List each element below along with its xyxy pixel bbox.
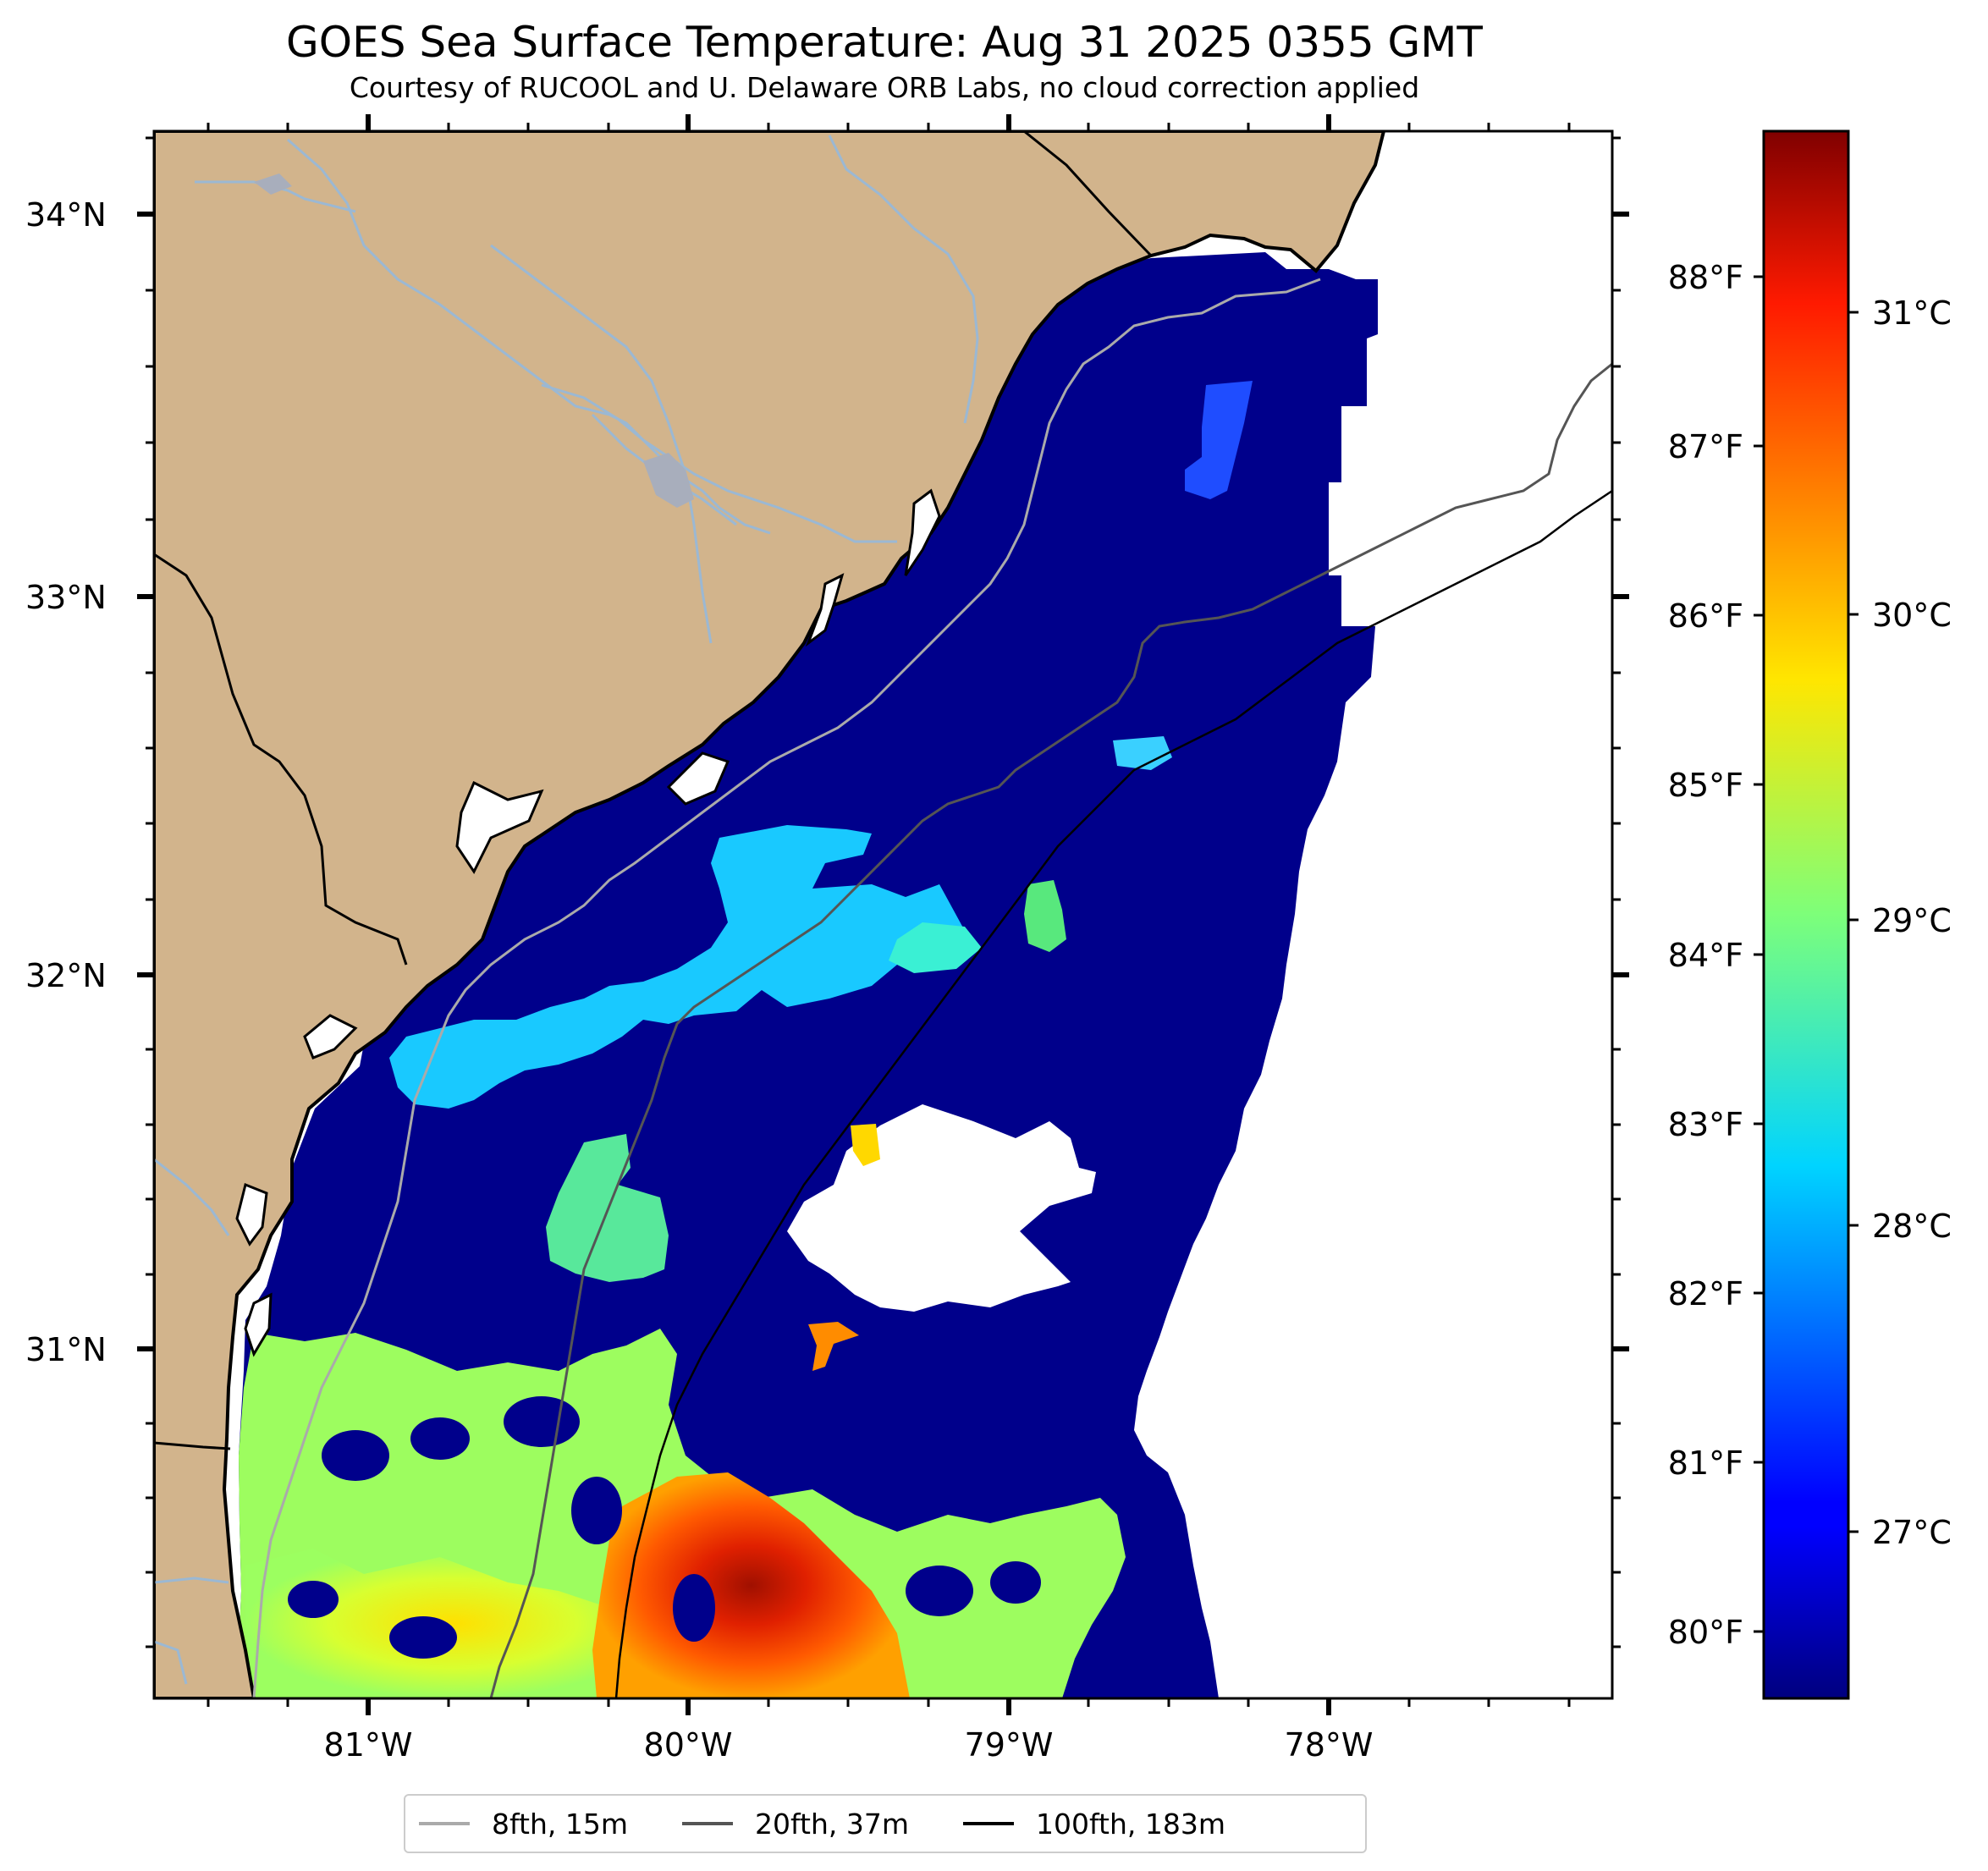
- rivers: [154, 135, 979, 1685]
- fahrenheit-label-85: 85°F: [1668, 767, 1743, 804]
- cyan-plume-center: [889, 922, 982, 973]
- legend-label-20fth: 20fth, 37m: [755, 1807, 910, 1841]
- celsius-label-27: 27°C: [1872, 1514, 1952, 1551]
- fahrenheit-label-88: 88°F: [1668, 259, 1743, 296]
- green-patch-east: [1024, 880, 1066, 952]
- lat-label-33: 33°N: [25, 579, 107, 616]
- cyan-plume-north: [389, 825, 965, 1109]
- lon-label-78: 78°W: [1285, 1726, 1374, 1764]
- lat-label-31: 31°N: [25, 1331, 107, 1368]
- celsius-label-30: 30°C: [1872, 597, 1952, 634]
- legend-item-100fth: 100fth, 183m: [963, 1808, 1225, 1841]
- fahrenheit-label-81: 81°F: [1668, 1445, 1743, 1482]
- celsius-ticks: [1848, 311, 1859, 1533]
- orange-spot: [808, 1322, 859, 1371]
- celsius-label-28: 28°C: [1872, 1208, 1952, 1245]
- legend-item-8fth: 8fth, 15m: [419, 1808, 628, 1841]
- lon-label-81: 81°W: [324, 1726, 413, 1764]
- fahrenheit-label-84: 84°F: [1668, 937, 1743, 974]
- minor-ticks: [146, 123, 1621, 1707]
- legend-swatch-100fth: [963, 1822, 1015, 1825]
- contour-8fth-15m: [252, 278, 1321, 1698]
- lake-north: [254, 173, 292, 195]
- yellow-southern-water: [245, 1549, 660, 1698]
- legend-swatch-8fth: [419, 1822, 470, 1825]
- fahrenheit-label-86: 86°F: [1668, 597, 1743, 635]
- fahrenheit-label-83: 83°F: [1668, 1106, 1743, 1143]
- legend-label-8fth: 8fth, 15m: [492, 1807, 629, 1841]
- state-borders: [154, 131, 1153, 1450]
- contour-100fth-183m: [614, 489, 1612, 1698]
- chart-title: GOES Sea Surface Temperature: Aug 31 202…: [286, 18, 1483, 67]
- legend-swatch-20fth: [682, 1822, 734, 1825]
- fahrenheit-label-80: 80°F: [1668, 1614, 1743, 1651]
- contour-legend: 8fth, 15m 20fth, 37m 100fth, 183m: [404, 1794, 1367, 1853]
- land: [154, 131, 1386, 1698]
- yellow-spot: [851, 1124, 880, 1166]
- lon-label-80: 80°W: [644, 1726, 733, 1764]
- blue-eddy-north: [1185, 381, 1253, 499]
- chart-subtitle: Courtesy of RUCOOL and U. Delaware ORB L…: [349, 71, 1420, 104]
- contour-20fth-37m: [489, 362, 1612, 1698]
- major-ticks: [137, 114, 1629, 1715]
- cold-pockets-south: [288, 1396, 1041, 1659]
- fahrenheit-label-87: 87°F: [1668, 428, 1743, 465]
- fahrenheit-ticks: [1754, 275, 1764, 1633]
- legend-item-20fth: 20fth, 37m: [682, 1808, 909, 1841]
- cyan-patch-small: [1113, 736, 1172, 770]
- plot-frame: [152, 129, 1614, 1700]
- colorbar: [1762, 129, 1850, 1700]
- lat-label-34: 34°N: [25, 196, 107, 234]
- celsius-label-31: 31°C: [1872, 294, 1952, 332]
- lat-label-32: 32°N: [25, 957, 107, 994]
- celsius-label-29: 29°C: [1872, 902, 1952, 939]
- legend-label-100fth: 100fth, 183m: [1036, 1807, 1226, 1841]
- fahrenheit-label-82: 82°F: [1668, 1275, 1743, 1312]
- lon-label-79: 79°W: [965, 1726, 1054, 1764]
- hot-core: [592, 1472, 910, 1698]
- lake: [643, 453, 694, 508]
- coastal-inlets: [235, 488, 941, 1357]
